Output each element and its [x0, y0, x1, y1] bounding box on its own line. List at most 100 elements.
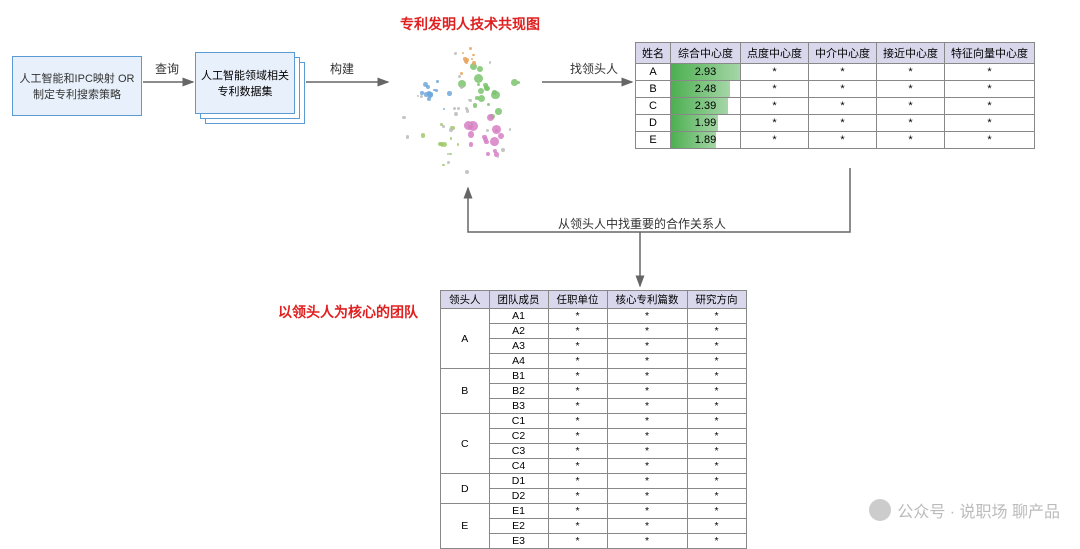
team-placeholder-cell: *: [548, 414, 607, 429]
team-placeholder-cell: *: [548, 534, 607, 549]
network-node: [477, 66, 483, 72]
centrality-placeholder-cell: *: [741, 81, 809, 98]
team-placeholder-cell: *: [687, 459, 746, 474]
team-col-header: 核心专利篇数: [607, 291, 687, 309]
team-placeholder-cell: *: [607, 504, 687, 519]
centrality-placeholder-cell: *: [809, 64, 877, 81]
team-col-header: 研究方向: [687, 291, 746, 309]
centrality-col-header: 特征向量中心度: [945, 43, 1035, 64]
team-row: EE1***: [441, 504, 747, 519]
network-node: [486, 152, 490, 156]
team-col-header: 任职单位: [548, 291, 607, 309]
network-node: [486, 129, 489, 132]
team-placeholder-cell: *: [687, 429, 746, 444]
network-node: [478, 95, 485, 102]
team-placeholder-cell: *: [607, 459, 687, 474]
centrality-row: B2.48****: [636, 81, 1035, 98]
team-member-cell: C1: [489, 414, 548, 429]
centrality-placeholder-cell: *: [877, 81, 945, 98]
network-node: [489, 61, 491, 63]
network-node: [453, 107, 456, 110]
team-member-cell: A4: [489, 354, 548, 369]
centrality-placeholder-cell: *: [741, 115, 809, 132]
network-node: [468, 131, 475, 138]
centrality-row: A2.93****: [636, 64, 1035, 81]
centrality-name-cell: A: [636, 64, 671, 81]
team-placeholder-cell: *: [548, 474, 607, 489]
network-node: [495, 108, 501, 114]
network-node: [421, 133, 425, 137]
network-node: [447, 161, 450, 164]
team-placeholder-cell: *: [687, 399, 746, 414]
network-node: [402, 116, 406, 120]
team-member-cell: A3: [489, 339, 548, 354]
team-placeholder-cell: *: [607, 489, 687, 504]
team-placeholder-cell: *: [548, 384, 607, 399]
centrality-placeholder-cell: *: [741, 64, 809, 81]
centrality-value-cell: 1.99: [671, 115, 741, 132]
centrality-value-cell: 1.89: [671, 132, 741, 149]
team-placeholder-cell: *: [687, 384, 746, 399]
network-node: [478, 88, 484, 94]
team-placeholder-cell: *: [548, 369, 607, 384]
centrality-placeholder-cell: *: [741, 132, 809, 149]
team-member-cell: A1: [489, 309, 548, 324]
network-node: [435, 89, 438, 92]
network-node: [462, 52, 464, 54]
network-node: [442, 164, 445, 167]
team-leader-cell: D: [441, 474, 490, 504]
centrality-placeholder-cell: *: [877, 98, 945, 115]
network-node: [472, 54, 475, 57]
centrality-row: D1.99****: [636, 115, 1035, 132]
team-placeholder-cell: *: [548, 399, 607, 414]
dataset-box-text: 人工智能领域相关 专利数据集: [200, 67, 290, 99]
network-node: [454, 52, 457, 55]
network-node: [449, 153, 451, 155]
centrality-placeholder-cell: *: [741, 98, 809, 115]
team-member-cell: C2: [489, 429, 548, 444]
team-member-cell: B2: [489, 384, 548, 399]
team-member-cell: C3: [489, 444, 548, 459]
arrow-label-query: 查询: [155, 60, 179, 77]
team-placeholder-cell: *: [607, 324, 687, 339]
network-node: [420, 95, 423, 98]
team-member-cell: B3: [489, 399, 548, 414]
arrow-label-find-relation: 从领头人中找重要的合作关系人: [558, 215, 726, 232]
network-node: [501, 148, 505, 152]
team-member-cell: D1: [489, 474, 548, 489]
team-placeholder-cell: *: [548, 504, 607, 519]
team-placeholder-cell: *: [687, 354, 746, 369]
inventor-cooccurrence-network: [390, 34, 540, 184]
centrality-placeholder-cell: *: [945, 115, 1035, 132]
team-placeholder-cell: *: [687, 339, 746, 354]
team-member-cell: C4: [489, 459, 548, 474]
team-row: AA1***: [441, 309, 747, 324]
team-leader-cell: A: [441, 309, 490, 369]
centrality-table: 姓名综合中心度点度中心度中介中心度接近中心度特征向量中心度A2.93****B2…: [635, 42, 1035, 149]
network-node: [487, 103, 490, 106]
team-placeholder-cell: *: [607, 414, 687, 429]
network-node: [427, 97, 431, 101]
team-member-cell: E1: [489, 504, 548, 519]
team-placeholder-cell: *: [607, 429, 687, 444]
team-placeholder-cell: *: [607, 519, 687, 534]
team-col-header: 团队成员: [489, 291, 548, 309]
network-node: [497, 156, 499, 158]
wechat-icon: [869, 499, 891, 521]
team-placeholder-cell: *: [687, 444, 746, 459]
network-node: [469, 142, 473, 146]
network-node: [498, 133, 504, 139]
network-node: [474, 74, 483, 83]
team-placeholder-cell: *: [548, 444, 607, 459]
centrality-name-cell: E: [636, 132, 671, 149]
network-node: [465, 170, 469, 174]
team-placeholder-cell: *: [607, 534, 687, 549]
team-placeholder-cell: *: [687, 309, 746, 324]
team-member-cell: D2: [489, 489, 548, 504]
team-placeholder-cell: *: [548, 339, 607, 354]
team-member-cell: B1: [489, 369, 548, 384]
network-node: [509, 128, 511, 130]
watermark-text: 公众号 · 说职场 聊产品: [897, 498, 1060, 522]
network-node: [465, 61, 468, 64]
centrality-placeholder-cell: *: [877, 64, 945, 81]
